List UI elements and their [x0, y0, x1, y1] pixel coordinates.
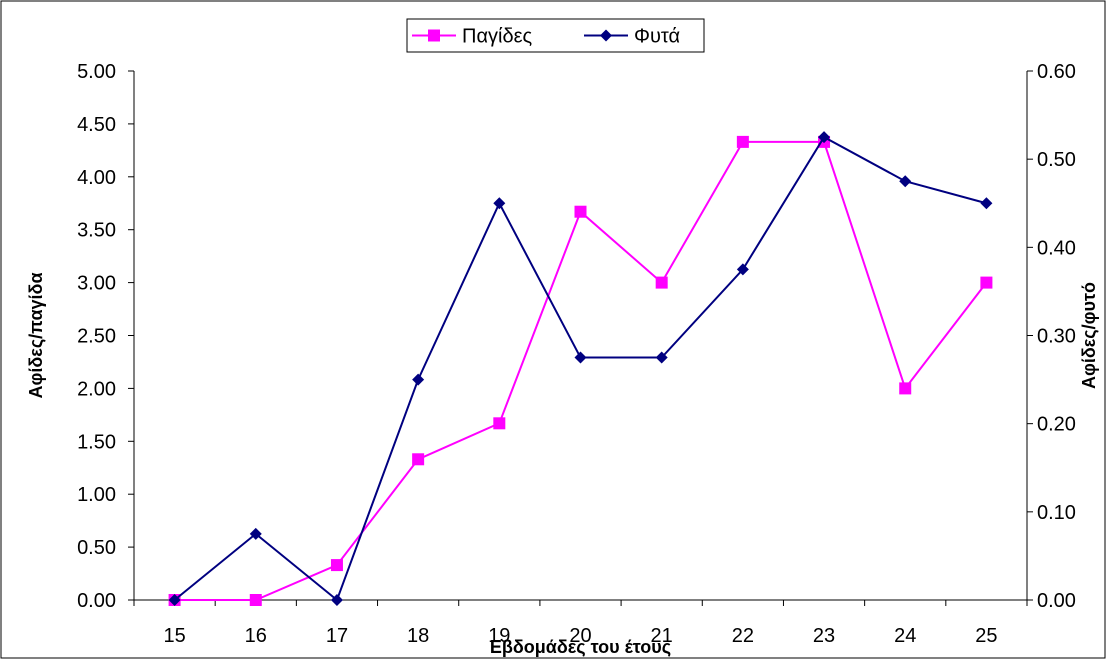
- data-point-diamond: [574, 351, 587, 364]
- y-tick-label-right: 0.50: [1037, 149, 1076, 171]
- data-point-square: [736, 135, 749, 148]
- x-tick-label: 23: [813, 625, 835, 647]
- data-point-diamond: [168, 594, 181, 606]
- data-point-square: [493, 417, 506, 430]
- data-point-square: [330, 559, 343, 572]
- data-point-square: [899, 382, 912, 395]
- x-tick-label: 19: [488, 625, 510, 647]
- x-tick-label: 25: [975, 625, 997, 647]
- y-tick-label-left: 2.50: [77, 326, 116, 348]
- legend-marker-square: [428, 29, 440, 42]
- y-tick-label-right: 0.60: [1037, 61, 1076, 83]
- x-tick-label: 16: [245, 625, 267, 647]
- data-point-square: [655, 276, 668, 289]
- x-tick-label: 20: [569, 625, 591, 647]
- x-tick-label: 24: [894, 625, 916, 647]
- y-tick-label-right: 0.40: [1037, 237, 1076, 259]
- y-axis-right-title: Αφίδες/φυτό: [1079, 282, 1099, 389]
- data-point-diamond: [899, 175, 912, 188]
- y-tick-label-right: 0.20: [1037, 414, 1076, 436]
- legend-marker-diamond: [600, 29, 612, 42]
- x-tick-label: 18: [407, 625, 429, 647]
- data-point-square: [574, 205, 587, 218]
- y-tick-label-left: 3.50: [77, 220, 116, 242]
- y-tick-label-left: 4.00: [77, 167, 116, 189]
- data-point-diamond: [655, 351, 668, 364]
- data-point-square: [249, 594, 262, 606]
- y-tick-label-right: 0.00: [1037, 590, 1076, 612]
- y-tick-label-right: 0.30: [1037, 326, 1076, 348]
- y-tick-label-left: 1.00: [77, 484, 116, 506]
- data-point-diamond: [330, 594, 343, 606]
- data-point-square: [412, 453, 425, 466]
- x-tick-label: 21: [651, 625, 673, 647]
- y-tick-label-right: 0.10: [1037, 502, 1076, 524]
- legend-label: Παγίδες: [462, 26, 532, 48]
- data-point-diamond: [736, 263, 749, 276]
- data-point-diamond: [818, 131, 831, 144]
- y-tick-label-left: 0.50: [77, 537, 116, 559]
- y-tick-label-left: 0.00: [77, 590, 116, 612]
- x-tick-label: 15: [163, 625, 185, 647]
- data-point-diamond: [412, 373, 425, 386]
- y-tick-label-left: 4.50: [77, 114, 116, 136]
- x-tick-label: 17: [326, 625, 348, 647]
- y-tick-label-left: 3.00: [77, 273, 116, 295]
- x-tick-label: 22: [732, 625, 754, 647]
- data-point-diamond: [249, 527, 262, 540]
- data-point-diamond: [493, 197, 506, 210]
- data-point-diamond: [980, 197, 993, 210]
- data-point-square: [980, 276, 993, 289]
- y-tick-label-left: 2.00: [77, 378, 116, 400]
- legend-label: Φυτά: [634, 26, 680, 48]
- x-axis-title: Εβδομάδες του έτους: [490, 637, 671, 657]
- y-tick-label-left: 5.00: [77, 61, 116, 83]
- legend-box: [406, 18, 705, 53]
- y-axis-left-title: Αφίδες/παγίδα: [26, 272, 46, 398]
- y-tick-label-left: 1.50: [77, 431, 116, 453]
